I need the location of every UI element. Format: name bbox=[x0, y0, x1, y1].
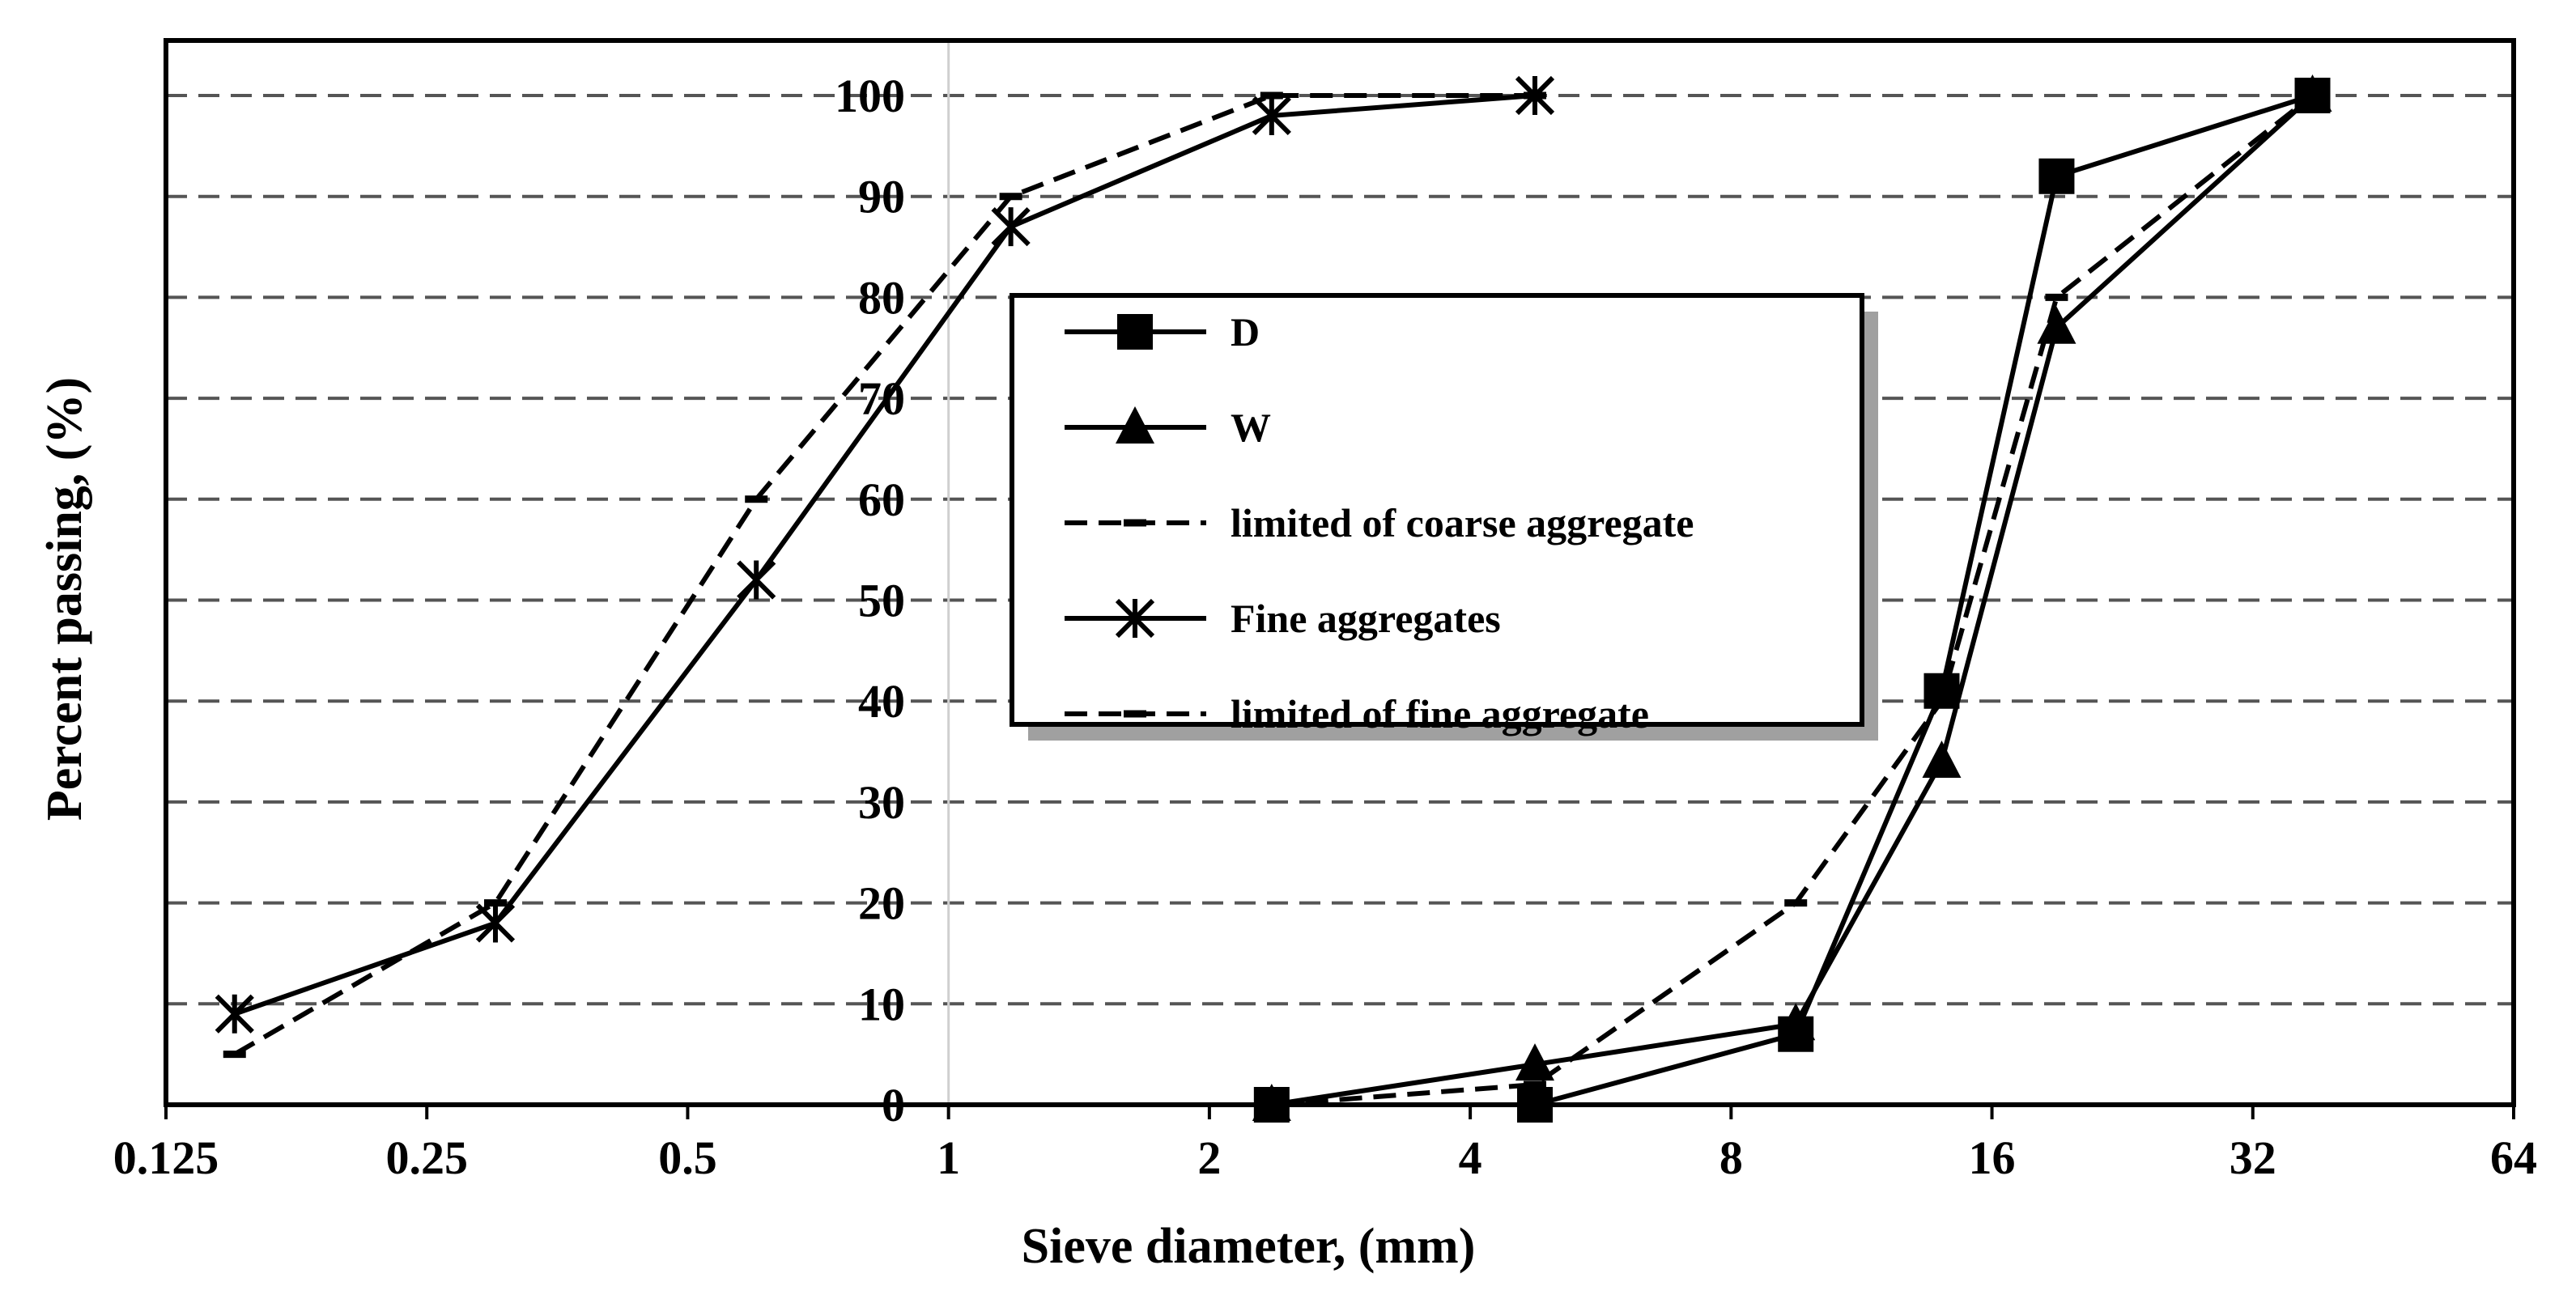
legend-marker bbox=[1116, 406, 1154, 444]
series-line bbox=[1271, 93, 2315, 1107]
y-tick-label: 10 bbox=[858, 978, 905, 1030]
x-tick-label: 4 bbox=[1459, 1131, 1482, 1184]
legend-label: D bbox=[1231, 309, 1260, 354]
x-tick-label: 0.5 bbox=[658, 1131, 717, 1184]
legend-label: Fine aggregates bbox=[1231, 596, 1501, 641]
series-4 bbox=[223, 91, 1546, 1059]
y-tick-label: 100 bbox=[835, 70, 905, 122]
legend-item: limited of coarse aggregate bbox=[1065, 500, 1694, 545]
legend-item: D bbox=[1065, 309, 1260, 354]
series-line bbox=[233, 93, 1535, 1057]
y-tick-label: 90 bbox=[858, 171, 905, 223]
x-tick-label: 64 bbox=[2490, 1131, 2537, 1184]
x-tick-label: 16 bbox=[1969, 1131, 2016, 1184]
series-line bbox=[233, 93, 1536, 1017]
y-tick-label: 0 bbox=[882, 1079, 905, 1131]
data-point bbox=[1776, 1003, 1816, 1041]
y-tick-label: 80 bbox=[858, 271, 905, 324]
series-line bbox=[1271, 93, 2315, 1107]
data-point bbox=[1516, 1087, 1553, 1123]
x-axis-title: Sieve diameter, (mm) bbox=[1022, 1219, 1476, 1274]
x-tick-label: 0.125 bbox=[113, 1131, 219, 1184]
y-tick-label: 20 bbox=[858, 877, 905, 930]
legend-label: limited of coarse aggregate bbox=[1231, 500, 1694, 545]
y-tick-label: 50 bbox=[858, 575, 905, 627]
y-tick-label: 40 bbox=[858, 675, 905, 728]
x-tick-label: 2 bbox=[1197, 1131, 1221, 1184]
x-tick-label: 1 bbox=[937, 1131, 960, 1184]
data-point bbox=[737, 560, 776, 600]
legend-item: Fine aggregates bbox=[1065, 596, 1501, 641]
legend-label: W bbox=[1231, 405, 1271, 450]
series-group bbox=[215, 74, 2332, 1123]
legend-marker bbox=[1117, 314, 1153, 350]
x-axis-ticks: 0.125 0.25 0.5 1 2 4 8 16 32 64 bbox=[113, 1105, 2537, 1184]
data-point bbox=[1252, 96, 1291, 136]
legend-marker bbox=[1115, 598, 1155, 639]
legend-box bbox=[1010, 293, 1864, 727]
legend-label: limited of fine aggregate bbox=[1231, 691, 1649, 737]
legend-item: W bbox=[1065, 405, 1271, 450]
x-tick-label: 32 bbox=[2230, 1131, 2276, 1184]
series-line bbox=[1271, 93, 2314, 1107]
data-point bbox=[215, 994, 254, 1034]
legend-item: limited of fine aggregate bbox=[1065, 691, 1649, 737]
y-axis-title: Percent passing, (%) bbox=[37, 377, 92, 821]
data-point bbox=[1515, 1043, 1554, 1081]
y-tick-label: 60 bbox=[858, 473, 905, 526]
x-tick-label: 0.25 bbox=[385, 1131, 468, 1184]
data-point bbox=[991, 206, 1031, 247]
data-point bbox=[1922, 741, 1962, 779]
x-tick-label: 8 bbox=[1719, 1131, 1743, 1184]
series-2 bbox=[1260, 91, 2324, 1109]
y-tick-label: 30 bbox=[858, 776, 905, 829]
data-point bbox=[2038, 158, 2075, 194]
